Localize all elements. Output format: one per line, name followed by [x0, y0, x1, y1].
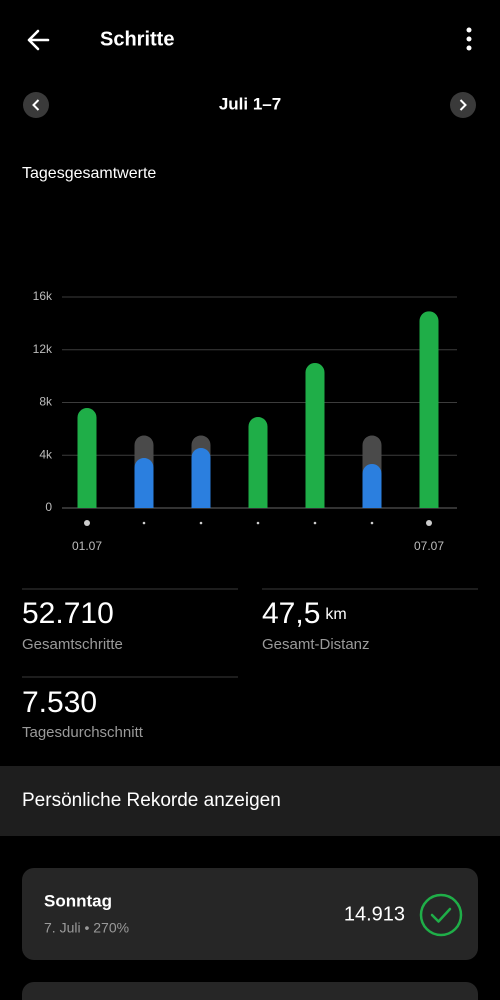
menu-button[interactable]	[466, 27, 472, 51]
section-title: Tagesgesamtwerte	[22, 165, 156, 182]
next-button[interactable]	[450, 92, 476, 118]
header-title: Schritte	[100, 28, 174, 50]
day-dot	[199, 521, 203, 525]
x-tick-label: 07.07	[414, 539, 444, 553]
x-tick-label: 01.07	[72, 539, 102, 553]
bar	[419, 311, 439, 508]
prev-chevron	[32, 99, 40, 111]
y-tick-label: 12k	[33, 342, 53, 356]
back-arrow	[27, 29, 50, 51]
stat-number: 47,5	[262, 597, 320, 630]
day-dot	[426, 520, 432, 526]
stat-label: Tagesdurchschnitt	[22, 724, 144, 741]
records-text: Persönliche Rekorde anzeigen	[22, 790, 281, 811]
records-link[interactable]: Persönliche Rekorde anzeigen	[0, 766, 500, 836]
card-steps: 14.913	[344, 903, 405, 925]
day-dot	[142, 521, 146, 525]
bar	[191, 447, 211, 508]
menu-dot	[466, 36, 472, 42]
day-dot	[256, 521, 260, 525]
stat-label: Gesamtschritte	[22, 636, 123, 653]
bar	[305, 362, 325, 508]
menu-dot	[466, 45, 472, 51]
next-card[interactable]	[22, 982, 478, 1000]
next-chevron	[459, 99, 467, 111]
menu-dot	[466, 27, 472, 33]
records-band	[0, 766, 500, 836]
y-tick-label: 8k	[39, 395, 53, 409]
prev-circle	[23, 92, 49, 118]
card-bg	[22, 868, 478, 960]
bar	[362, 463, 382, 508]
chart: 0 4k 8k 12k 16k 01.07 07.07	[33, 289, 457, 553]
stat-value: 7.530	[22, 686, 97, 719]
next-circle	[450, 92, 476, 118]
day-dot	[370, 521, 374, 525]
prev-button[interactable]	[23, 92, 49, 118]
bar	[248, 417, 268, 508]
day-dot	[313, 521, 317, 525]
stat-unit: km	[325, 606, 346, 623]
y-tick-label: 4k	[39, 447, 53, 461]
stat-value: 47,5 km	[262, 597, 347, 630]
bar	[77, 408, 97, 508]
back-button[interactable]	[27, 29, 50, 51]
card-detail: 7. Juli • 270%	[44, 920, 129, 936]
y-tick-label: 16k	[33, 289, 53, 303]
bar	[134, 458, 154, 508]
stat-label: Gesamt-Distanz	[262, 636, 370, 653]
y-tick-label: 0	[45, 500, 52, 514]
date-range: Juli 1–7	[219, 94, 281, 113]
check-circle	[419, 893, 463, 937]
card-day: Sonntag	[44, 891, 112, 910]
check-mark	[430, 907, 452, 923]
stat-value: 52.710	[22, 597, 114, 630]
day-dot	[84, 520, 90, 526]
record-card[interactable]: Sonntag 7. Juli • 270% 14.913	[22, 868, 478, 960]
